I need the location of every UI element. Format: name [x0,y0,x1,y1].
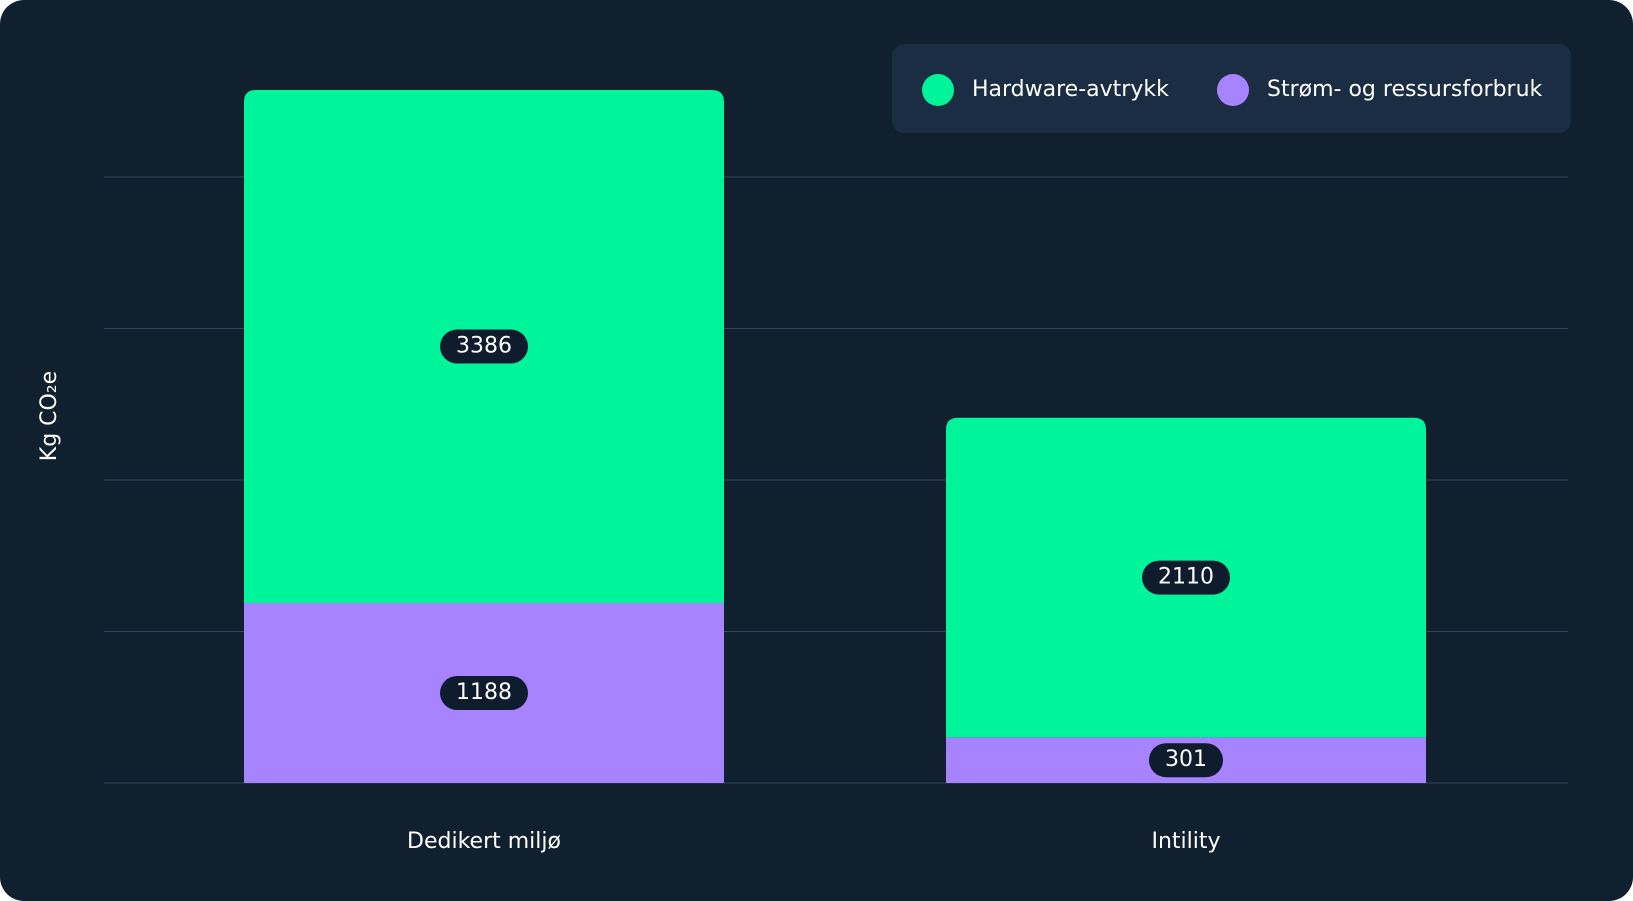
y-axis-label: Kg CO₂e [37,371,62,461]
legend-swatch [1217,74,1249,106]
value-label: 3386 [456,334,512,359]
value-label-bg [1149,743,1223,778]
legend-label: Strøm- og ressursforbruk [1267,77,1543,102]
legend-label: Hardware-avtrykk [972,77,1169,102]
value-label: 301 [1165,747,1207,772]
value-label-bg [440,676,528,711]
x-tick-label: Dedikert miljø [407,829,561,854]
value-label-bg [440,329,528,364]
value-label: 2110 [1158,565,1214,590]
value-label: 1188 [456,680,512,705]
value-label-bg [1142,560,1230,595]
legend-swatch [922,74,954,106]
x-tick-label: Intility [1151,829,1220,854]
